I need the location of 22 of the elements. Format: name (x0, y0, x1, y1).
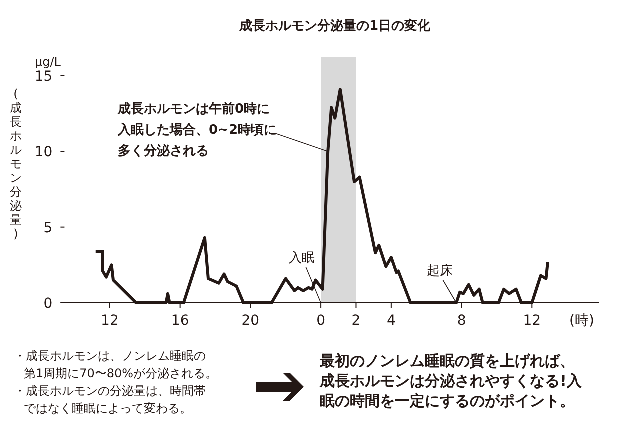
x-tick-label: 20 (242, 313, 260, 329)
chart-title: 成長ホルモン分泌量の1日の変化 (238, 18, 432, 34)
text: μg/L (35, 55, 62, 69)
text: (時) (570, 313, 594, 329)
text: (成長ホルモン分泌量) (10, 87, 22, 241)
y-tick-label: 10 (34, 144, 53, 161)
x-tick-label: 0 (316, 313, 326, 329)
x-tick-label: 4 (386, 313, 396, 329)
x-tick-label: 12 (101, 313, 119, 329)
text: ・成長ホルモンは、ノンレム睡眠の第1周期に70〜80%が分泌される。 (14, 349, 218, 380)
y-tick-label: 5 (44, 220, 53, 236)
text: 最初のノンレム睡眠の質を上げれば、成長ホルモンは分泌されやすくなる!入眠の時間を一定にするのがポイント。 (319, 352, 583, 410)
x-tick-label: 8 (457, 313, 466, 329)
annotation: 入眠 (289, 251, 315, 266)
x-tick-label: 2 (352, 313, 361, 329)
x-tick-label: 12 (523, 313, 542, 329)
x-tick-label: 16 (171, 313, 190, 329)
text: ・成長ホルモンの分泌量は、時間帯ではなく睡眠によって変わる。 (14, 384, 206, 416)
annotation: 成長ホルモンは午前0時に入眠した場合、0~2時頃に多く分泌される (117, 102, 277, 159)
y-tick-label: 0 (44, 296, 53, 312)
annotation: 起床 (427, 264, 453, 279)
y-tick-label: 15 (34, 69, 53, 85)
